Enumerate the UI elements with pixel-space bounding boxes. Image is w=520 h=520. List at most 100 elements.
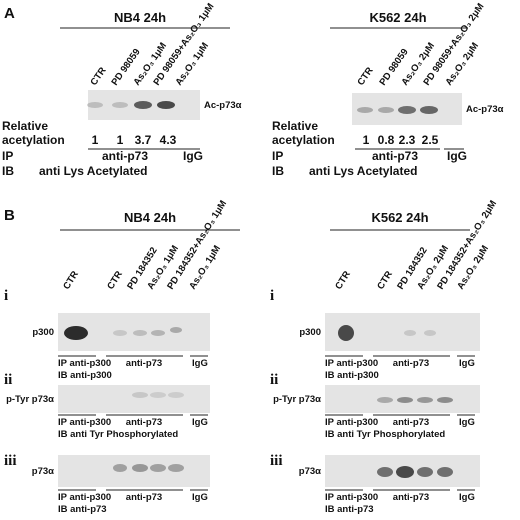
band xyxy=(377,397,393,403)
band xyxy=(133,330,147,336)
acetylation-value: 1 xyxy=(92,133,99,147)
panel-title: NB4 24h xyxy=(124,210,176,225)
band xyxy=(420,106,438,114)
section-numeral: ii xyxy=(4,372,12,388)
ip-control: IgG xyxy=(459,358,475,369)
lane-label: CTR xyxy=(375,269,395,292)
ib-label: IB anti-p73 xyxy=(325,504,374,515)
lane-label: CTR xyxy=(61,269,81,292)
row-label: Relative xyxy=(272,119,318,133)
band-label: Ac-p73α xyxy=(466,104,504,115)
lane-label: CTR xyxy=(333,269,353,292)
ib-label: IB anti Tyr Phosphorylated xyxy=(58,429,178,440)
band-label: p73α xyxy=(32,466,54,477)
band xyxy=(437,397,453,403)
acetylation-value: 0.8 xyxy=(378,133,395,147)
band xyxy=(112,102,128,108)
band xyxy=(170,327,182,333)
band xyxy=(168,392,184,398)
ip-control: IgG xyxy=(192,358,208,369)
ip-antibody: anti-p73 xyxy=(372,149,418,163)
ib-label: IB anti-p300 xyxy=(325,370,379,381)
band xyxy=(113,330,127,336)
band-label: p73α xyxy=(299,466,321,477)
blot xyxy=(58,385,210,413)
ip-antibody: anti-p73 xyxy=(126,417,162,428)
ip-label: IP anti-p300 xyxy=(58,492,111,503)
panel-title: NB4 24h xyxy=(114,10,166,25)
ip-label: IP xyxy=(2,149,13,163)
band xyxy=(377,467,393,477)
band xyxy=(87,102,103,108)
section-numeral: iii xyxy=(270,453,283,469)
band-label: p-Tyr p73α xyxy=(6,394,54,405)
band-label: Ac-p73α xyxy=(204,100,242,111)
ip-label: IP anti-p300 xyxy=(325,358,378,369)
lane-label: CTR xyxy=(105,269,125,292)
band xyxy=(150,464,166,472)
band-label: p300 xyxy=(32,327,54,338)
ib-label: IB xyxy=(2,164,14,178)
band xyxy=(168,464,184,472)
band xyxy=(398,106,416,114)
ib-label: IB xyxy=(272,164,284,178)
band xyxy=(404,330,416,336)
band xyxy=(132,392,148,398)
lane-label: CTR xyxy=(88,65,108,87)
band xyxy=(150,392,166,398)
ip-antibody: anti-p73 xyxy=(102,149,148,163)
acetylation-value: 1 xyxy=(117,133,124,147)
row-label: acetylation xyxy=(272,133,335,147)
lane-label: CTR xyxy=(355,65,375,87)
ip-antibody: anti-p73 xyxy=(393,492,429,503)
row-label: acetylation xyxy=(2,133,65,147)
ip-antibody: anti-p73 xyxy=(126,492,162,503)
band xyxy=(397,397,413,403)
ib-label: IB anti-p300 xyxy=(58,370,112,381)
ib-antibody: anti Lys Acetylated xyxy=(39,164,147,178)
blot xyxy=(325,385,480,413)
band xyxy=(424,330,436,336)
panel-label: A xyxy=(4,5,15,22)
ip-control: IgG xyxy=(183,149,203,163)
ip-label: IP anti-p300 xyxy=(58,358,111,369)
ib-antibody: anti Lys Acetylated xyxy=(309,164,417,178)
band xyxy=(396,466,414,478)
section-numeral: ii xyxy=(270,372,278,388)
blot xyxy=(58,455,210,487)
band xyxy=(134,101,152,109)
panel-label: B xyxy=(4,207,15,224)
band xyxy=(157,101,175,109)
ip-control: IgG xyxy=(459,492,475,503)
acetylation-value: 3.7 xyxy=(135,133,152,147)
section-numeral: iii xyxy=(4,453,17,469)
acetylation-value: 4.3 xyxy=(160,133,177,147)
acetylation-value: 1 xyxy=(363,133,370,147)
band xyxy=(417,467,433,477)
band xyxy=(357,107,373,113)
section-numeral: i xyxy=(4,288,8,304)
ip-antibody: anti-p73 xyxy=(126,358,162,369)
band xyxy=(64,326,88,340)
ib-label: IB anti-p73 xyxy=(58,504,107,515)
band xyxy=(151,330,165,336)
band xyxy=(338,325,354,341)
ip-antibody: anti-p73 xyxy=(393,417,429,428)
band xyxy=(378,107,394,113)
band-label: p-Tyr p73α xyxy=(273,394,321,405)
ip-control: IgG xyxy=(192,417,208,428)
band xyxy=(113,464,127,472)
ip-label: IP anti-p300 xyxy=(325,492,378,503)
band xyxy=(437,467,453,477)
panel-title: K562 24h xyxy=(371,210,428,225)
ip-label: IP xyxy=(272,149,283,163)
ip-antibody: anti-p73 xyxy=(393,358,429,369)
band xyxy=(132,464,148,472)
ip-label: IP anti-p300 xyxy=(58,417,111,428)
panel-title: K562 24h xyxy=(369,10,426,25)
section-numeral: i xyxy=(270,288,274,304)
acetylation-value: 2.3 xyxy=(399,133,416,147)
ip-control: IgG xyxy=(459,417,475,428)
ib-label: IB anti Tyr Phosphorylated xyxy=(325,429,445,440)
